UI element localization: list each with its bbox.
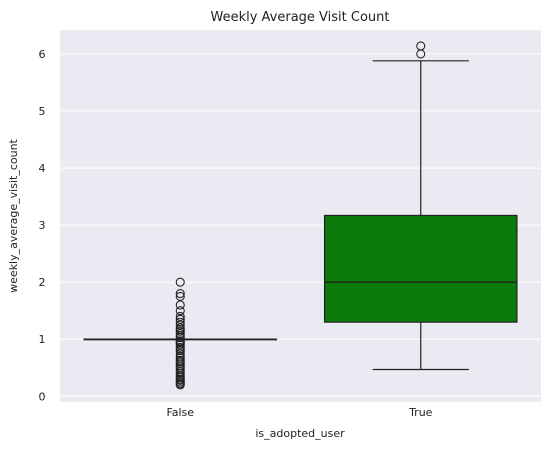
x-axis-label: is_adopted_user [255,427,345,440]
outlier-point [175,336,185,346]
y-tick-label: 1 [39,333,46,346]
y-tick-label: 4 [39,162,46,175]
y-tick-label: 6 [39,48,46,61]
outlier-point [416,41,426,51]
outlier-point [175,351,185,361]
y-tick-label: 5 [39,105,46,118]
outlier-point [175,300,185,310]
y-axis-label: weekly_average_visit_count [7,138,20,292]
y-tick-labels: 0 1 2 3 4 5 6 [39,48,46,403]
outlier-point [175,348,185,359]
y-tick-label: 3 [39,219,46,232]
outlier-point [175,311,185,321]
outlier-point [175,320,185,330]
outlier-point [175,342,185,352]
outlier-point [175,306,185,316]
x-tick-label: False [166,406,194,419]
outlier-point [175,291,185,301]
chart-title: Weekly Average Visit Count [210,10,389,25]
outlier-point [175,328,185,339]
x-tick-labels: False True [166,406,432,419]
box-true [323,41,518,371]
x-tick-label: True [408,406,433,419]
outlier-point [175,323,185,333]
outlier-point [175,277,185,287]
box-false [83,277,278,390]
outlier-point [175,314,185,324]
outlier-point [175,289,185,299]
outlier-point [175,317,185,327]
boxes [83,41,518,390]
outlier-point [175,355,185,365]
y-tick-label: 2 [39,276,46,289]
y-tick-label: 0 [39,390,46,403]
iqr-box [323,214,518,323]
